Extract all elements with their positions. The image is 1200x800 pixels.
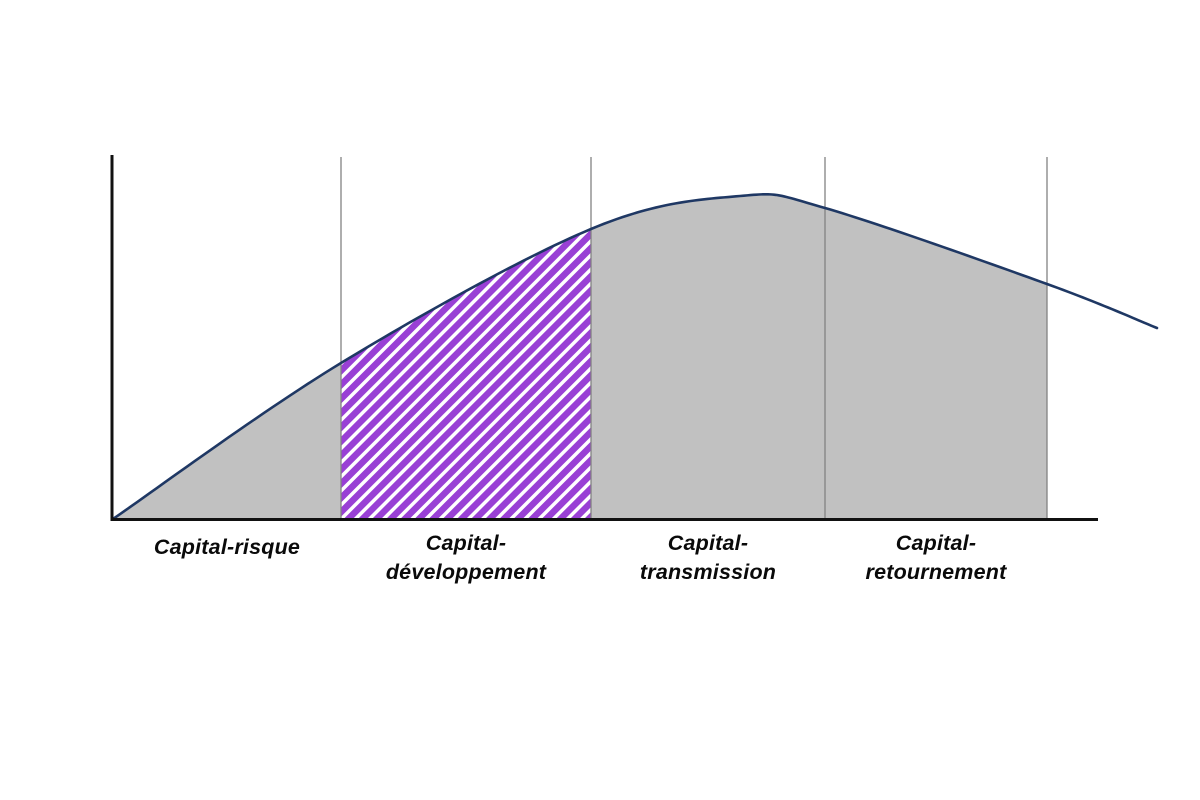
lifecycle-curve	[111, 192, 1159, 521]
segment-separators	[340, 157, 1048, 519]
area-capital-transmission	[591, 194, 825, 519]
area-capital-retournement	[825, 208, 1047, 519]
area-capital-developpement-hatch	[341, 229, 591, 519]
